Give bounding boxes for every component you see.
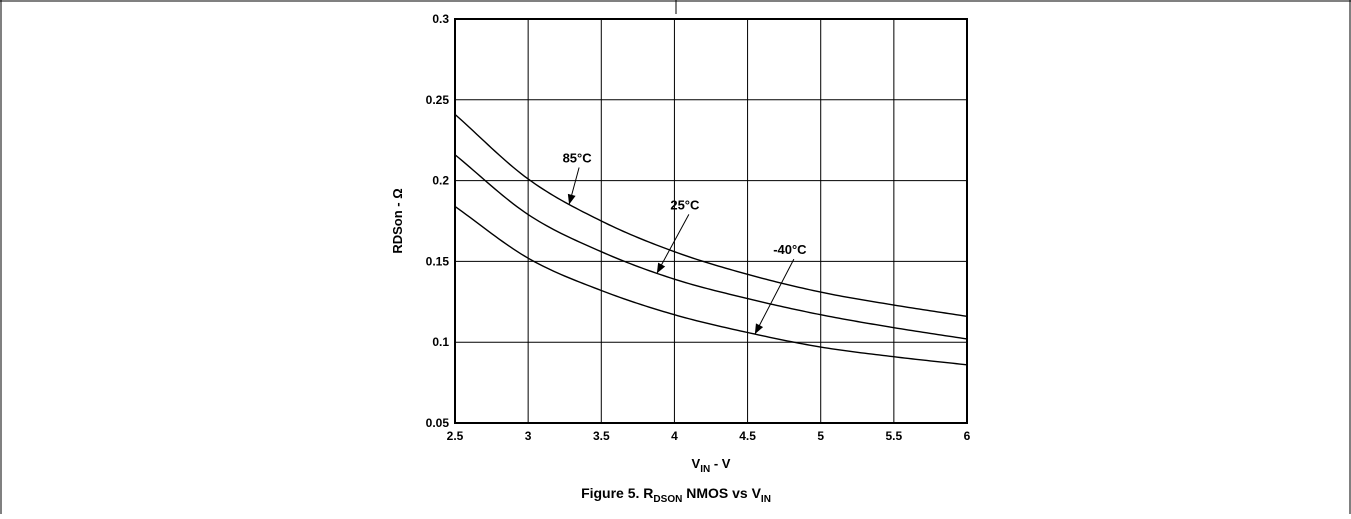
annotation-label-1: 25°C [670,197,700,212]
x-tick-label-1: 3 [525,429,532,443]
caption-sub2: IN [761,494,771,505]
y-axis-title: RDSon - Ω [390,188,405,253]
y-tick-label-1: 0.1 [432,335,449,349]
figure-caption: Figure 5. RDSON NMOS vs VIN [581,485,771,505]
grid [454,18,968,424]
caption-sub1: DSON [653,494,682,505]
annotation-arrow-1 [656,214,690,274]
x-axis-title: VIN - V [692,456,731,475]
y-tick-label-5: 0.3 [432,12,449,26]
plot-area-border [454,18,968,424]
x-tick-label-3: 4 [671,429,678,443]
x-tick-label-0: 2.5 [447,429,464,443]
annotation-label-0: 85°C [563,151,593,166]
caption-middle: NMOS vs V [682,485,761,501]
x-tick-label-7: 6 [964,429,971,443]
x-axis-title-suffix: - V [710,456,731,471]
x-tick-label-4: 4.5 [739,429,756,443]
annotation-arrow-2 [754,258,795,335]
y-tick-label-0: 0.05 [426,416,450,430]
x-tick-labels: 2.5 3 3.5 4 4.5 5 5.5 6 [447,429,971,443]
caption-prefix: Figure 5. R [581,485,653,501]
y-tick-label-3: 0.2 [432,174,449,188]
y-tick-labels: 0.05 0.1 0.15 0.2 0.25 0.3 [426,12,450,430]
x-axis-title-sub: IN [700,464,710,475]
x-tick-label-2: 3.5 [593,429,610,443]
x-axis-title-main: V [692,456,701,471]
annotation-label-2: -40°C [773,242,807,257]
y-tick-label-4: 0.25 [426,93,450,107]
series-line-2 [454,205,968,366]
annotations: 85°C 25°C -40°C [563,151,807,335]
y-tick-label-2: 0.15 [426,254,450,268]
series-line-1 [454,154,968,340]
series-group [454,113,968,366]
series-line-0 [454,113,968,318]
x-tick-label-6: 5.5 [886,429,903,443]
annotation-arrowhead-0 [567,193,576,205]
annotation-arrowhead-1 [656,262,666,274]
annotation-arrowhead-2 [754,323,764,335]
x-tick-label-5: 5 [817,429,824,443]
